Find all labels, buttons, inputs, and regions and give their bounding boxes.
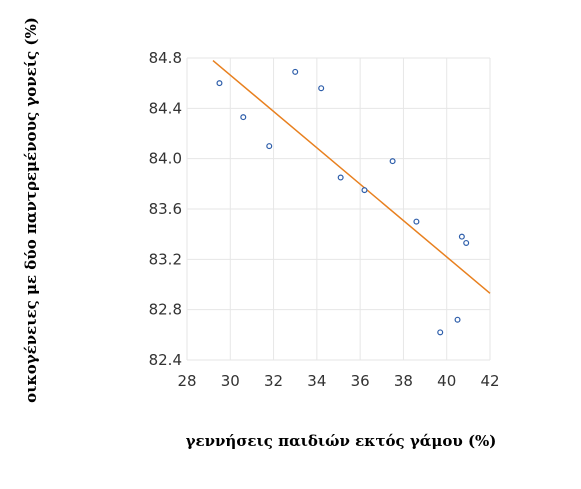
data-point (389, 158, 396, 165)
y-tick-label: 82.4 (149, 351, 182, 369)
data-point (337, 174, 344, 181)
data-point (437, 329, 444, 336)
trendline-layer (212, 59, 491, 294)
data-point (318, 85, 325, 92)
data-point (463, 239, 470, 246)
y-tick-label: 83.6 (149, 200, 182, 218)
data-point (266, 143, 273, 150)
y-tick-label: 84.0 (149, 150, 182, 168)
x-tick-label: 30 (221, 372, 240, 390)
x-tick-label: 36 (351, 372, 370, 390)
y-tick-labels: 82.4 82.8 83.2 83.6 84.0 84.4 84.8 (149, 49, 182, 369)
grid-lines (186, 57, 491, 361)
data-point (413, 218, 420, 225)
data-points (216, 68, 470, 336)
data-point (454, 316, 461, 323)
y-axis-title: οικογένειες με δύο παντρεμένους γονείς (… (22, 17, 40, 403)
x-tick-labels: 28 30 32 34 36 38 40 42 (177, 372, 499, 390)
y-tick-label: 83.2 (149, 250, 182, 268)
y-tick-label: 82.8 (149, 301, 182, 319)
x-axis-title: γεννήσεις παιδιών εκτός γάμου (%) (186, 432, 497, 450)
x-tick-label: 28 (177, 372, 196, 390)
x-tick-label: 40 (437, 372, 456, 390)
x-tick-label: 38 (394, 372, 413, 390)
trendline (212, 59, 491, 294)
data-point (292, 68, 299, 75)
x-tick-label: 34 (307, 372, 326, 390)
y-tick-label: 84.8 (149, 49, 182, 67)
data-point (240, 114, 247, 121)
data-point (216, 80, 223, 87)
x-tick-label: 42 (480, 372, 499, 390)
x-tick-label: 32 (264, 372, 283, 390)
data-point (458, 233, 465, 240)
y-tick-label: 84.4 (149, 99, 182, 117)
data-point (361, 187, 368, 194)
